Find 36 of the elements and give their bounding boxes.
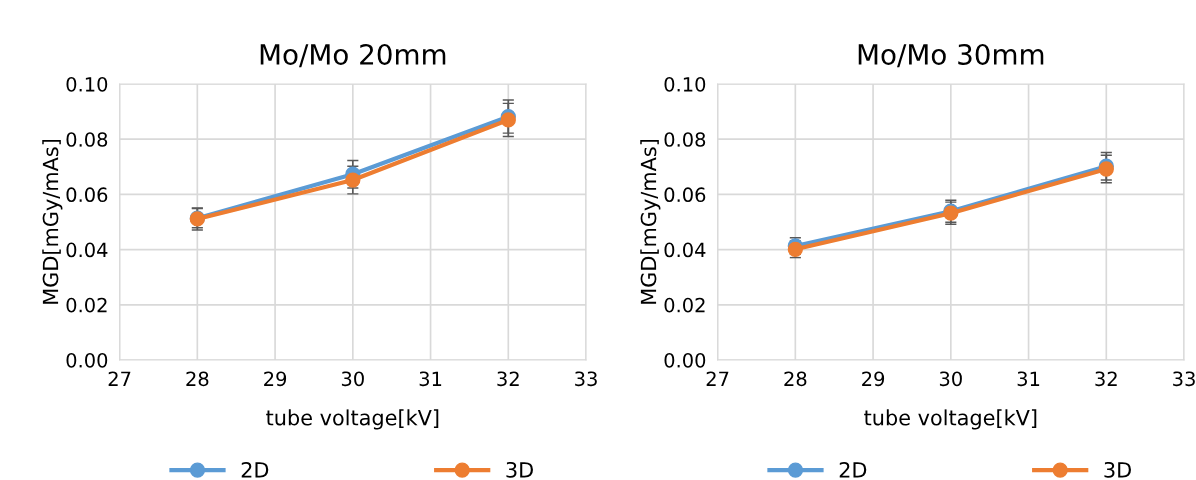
x-tick-label: 31: [1017, 371, 1040, 387]
x-tick-label: 33: [1173, 371, 1195, 387]
y-tick-label: 0.00: [664, 352, 706, 368]
legend-label: 2D: [241, 461, 269, 478]
y-tick-label: 0.08: [66, 132, 108, 147]
x-axis-title: tube voltage[kV]: [864, 409, 1037, 430]
chart-title: Mo/Mo 30mm: [858, 43, 1044, 68]
y-tick-label: 0.04: [664, 242, 706, 258]
y-tick-label: 0.10: [664, 76, 706, 92]
y-tick-label: 0.00: [66, 352, 108, 368]
y-axis-title: MGD[mGy/mAs]: [42, 139, 63, 304]
y-tick-label: 0.06: [664, 187, 706, 203]
y-tick-label: 0.04: [66, 242, 108, 258]
chart-title: Mo/Mo 20mm: [260, 43, 446, 68]
y-axis-title: MGD[mGy/mAs]: [640, 139, 661, 304]
x-tick-label: 32: [497, 371, 519, 387]
x-tick-label: 29: [264, 371, 287, 387]
x-tick-label: 30: [939, 371, 962, 387]
x-tick-label: 27: [706, 371, 729, 386]
x-tick-label: 28: [186, 371, 209, 387]
legend-label: 3D: [1104, 461, 1131, 478]
x-tick-label: 30: [341, 371, 364, 387]
x-tick-label: 33: [575, 371, 597, 387]
x-tick-label: 28: [784, 371, 807, 387]
y-tick-label: 0.02: [664, 297, 705, 313]
x-tick-label: 27: [108, 371, 131, 386]
x-axis-title: tube voltage[kV]: [266, 409, 439, 430]
legend-label: 3D: [506, 461, 533, 478]
x-tick-label: 32: [1095, 371, 1117, 387]
x-tick-label: 29: [862, 371, 885, 387]
y-tick-label: 0.10: [66, 76, 108, 92]
legend-label: 2D: [839, 461, 867, 478]
y-tick-label: 0.06: [66, 187, 108, 203]
y-tick-label: 0.08: [664, 132, 706, 147]
y-tick-label: 0.02: [66, 297, 107, 313]
x-tick-label: 31: [419, 371, 442, 387]
